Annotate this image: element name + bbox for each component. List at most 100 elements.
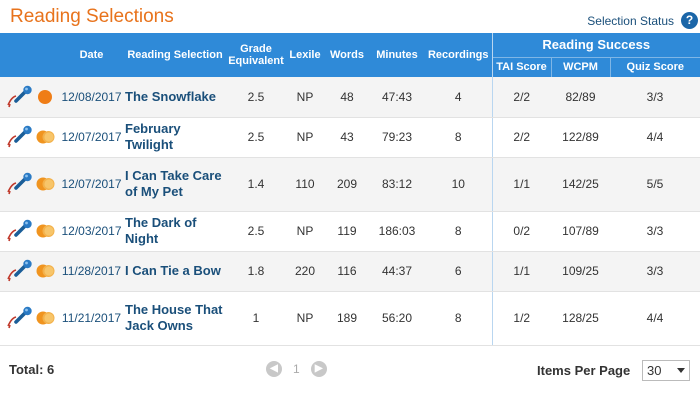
orange-moon-icon bbox=[36, 224, 55, 238]
recordings-cell: 8 bbox=[425, 211, 492, 252]
row-icons bbox=[0, 117, 60, 158]
orange-moon-icon bbox=[36, 130, 55, 144]
wcpm-cell: 107/89 bbox=[551, 211, 610, 252]
minutes-cell: 79:23 bbox=[369, 117, 425, 158]
grade-cell: 2.5 bbox=[227, 211, 285, 252]
wcpm-cell: 82/89 bbox=[551, 77, 610, 118]
selection-link[interactable]: I Can Take Care of My Pet bbox=[123, 157, 227, 212]
lexile-cell: NP bbox=[285, 291, 325, 346]
orange-dot-icon bbox=[38, 89, 52, 104]
selection-status-link[interactable]: Selection Status bbox=[587, 14, 674, 28]
microphone-icon[interactable] bbox=[6, 172, 34, 196]
orange-moon-icon bbox=[36, 311, 55, 325]
date-cell: 12/08/2017 bbox=[60, 77, 123, 118]
table-row[interactable]: 11/21/2017 The House That Jack Owns 1 NP 189… bbox=[0, 291, 700, 346]
prev-page-icon[interactable]: ◀ bbox=[266, 361, 282, 377]
wcpm-header[interactable]: WCPM bbox=[550, 56, 610, 77]
table-row[interactable]: 12/07/2017 February Twilight 2.5 NP 43 79:23 8… bbox=[0, 117, 700, 158]
lexile-header[interactable]: Lexile bbox=[285, 33, 325, 77]
selection-header[interactable]: Reading Selection bbox=[123, 33, 227, 77]
microphone-icon[interactable] bbox=[6, 219, 34, 243]
words-cell: 116 bbox=[325, 251, 369, 292]
row-icons bbox=[0, 211, 60, 252]
recordings-cell: 4 bbox=[425, 77, 492, 118]
microphone-icon[interactable] bbox=[6, 85, 34, 109]
words-cell: 189 bbox=[325, 291, 369, 346]
words-cell: 48 bbox=[325, 77, 369, 118]
grade-cell: 2.5 bbox=[227, 117, 285, 158]
microphone-icon[interactable] bbox=[6, 306, 34, 330]
selection-link[interactable]: I Can Tie a Bow bbox=[123, 251, 227, 292]
selection-link[interactable]: February Twilight bbox=[123, 117, 227, 158]
wcpm-cell: 109/25 bbox=[551, 251, 610, 292]
tai-cell: 1/1 bbox=[491, 251, 551, 292]
date-header[interactable]: Date bbox=[60, 33, 123, 77]
table-footer: Total: 6 ◀ 1 ▶ Items Per Page 30 bbox=[0, 350, 700, 390]
reading-success-header: Reading Success bbox=[491, 33, 700, 57]
orange-moon-icon bbox=[36, 264, 55, 278]
lexile-cell: 220 bbox=[285, 251, 325, 292]
help-icon[interactable]: ? bbox=[681, 12, 698, 29]
words-cell: 209 bbox=[325, 157, 369, 212]
selection-link[interactable]: The Snowflake bbox=[123, 77, 227, 118]
row-icons bbox=[0, 77, 60, 118]
quiz-cell: 3/3 bbox=[610, 77, 700, 118]
page-title: Reading Selections bbox=[10, 6, 174, 27]
date-cell: 12/07/2017 bbox=[60, 117, 123, 158]
date-cell: 12/07/2017 bbox=[60, 157, 123, 212]
lexile-cell: NP bbox=[285, 77, 325, 118]
tai-cell: 2/2 bbox=[491, 117, 551, 158]
words-cell: 119 bbox=[325, 211, 369, 252]
items-per-page-value: 30 bbox=[647, 363, 662, 378]
quiz-cell: 5/5 bbox=[610, 157, 700, 212]
quiz-cell: 4/4 bbox=[610, 117, 700, 158]
grade-cell: 2.5 bbox=[227, 77, 285, 118]
recordings-cell: 8 bbox=[425, 291, 492, 346]
minutes-header[interactable]: Minutes bbox=[369, 33, 425, 77]
grade-header[interactable]: Grade Equivalent bbox=[227, 33, 285, 77]
lexile-cell: 110 bbox=[285, 157, 325, 212]
pagination: ◀ 1 ▶ bbox=[266, 361, 327, 377]
tai-header[interactable]: TAI Score bbox=[491, 56, 551, 77]
wcpm-cell: 142/25 bbox=[551, 157, 610, 212]
words-header[interactable]: Words bbox=[325, 33, 369, 77]
wcpm-cell: 128/25 bbox=[551, 291, 610, 346]
recordings-cell: 8 bbox=[425, 117, 492, 158]
wcpm-cell: 122/89 bbox=[551, 117, 610, 158]
grade-cell: 1.4 bbox=[227, 157, 285, 212]
next-page-icon[interactable]: ▶ bbox=[310, 361, 327, 377]
row-icons bbox=[0, 251, 60, 292]
icons-header bbox=[0, 33, 60, 77]
items-per-page-select[interactable]: 30 bbox=[642, 360, 690, 381]
reading-selections-table: Date Reading Selection Grade Equivalent … bbox=[0, 33, 700, 346]
table-row[interactable]: 11/28/2017 I Can Tie a Bow 1.8 220 116 44:37 6… bbox=[0, 251, 700, 292]
quiz-header[interactable]: Quiz Score bbox=[609, 56, 700, 77]
recordings-cell: 10 bbox=[425, 157, 492, 212]
tai-cell: 2/2 bbox=[491, 77, 551, 118]
microphone-icon[interactable] bbox=[6, 259, 34, 283]
quiz-cell: 3/3 bbox=[610, 211, 700, 252]
lexile-cell: NP bbox=[285, 117, 325, 158]
grade-cell: 1.8 bbox=[227, 251, 285, 292]
minutes-cell: 44:37 bbox=[369, 251, 425, 292]
tai-cell: 1/1 bbox=[491, 157, 551, 212]
minutes-cell: 186:03 bbox=[369, 211, 425, 252]
row-icons bbox=[0, 157, 60, 212]
table-row[interactable]: 12/08/2017 The Snowflake 2.5 NP 48 47:43 4 2/2 8… bbox=[0, 77, 700, 118]
selection-link[interactable]: The House That Jack Owns bbox=[123, 291, 227, 346]
microphone-icon[interactable] bbox=[6, 125, 34, 149]
table-row[interactable]: 12/03/2017 The Dark of Night 2.5 NP 119 186:0… bbox=[0, 211, 700, 252]
date-cell: 12/03/2017 bbox=[60, 211, 123, 252]
selection-link[interactable]: The Dark of Night bbox=[123, 211, 227, 252]
lexile-cell: NP bbox=[285, 211, 325, 252]
total-count: Total: 6 bbox=[9, 362, 55, 377]
tai-cell: 1/2 bbox=[491, 291, 551, 346]
orange-moon-icon bbox=[36, 177, 55, 191]
recordings-header[interactable]: Recordings bbox=[425, 33, 492, 77]
row-icons bbox=[0, 291, 60, 346]
minutes-cell: 47:43 bbox=[369, 77, 425, 118]
grade-cell: 1 bbox=[227, 291, 285, 346]
table-row[interactable]: 12/07/2017 I Can Take Care of My Pet 1.4 11… bbox=[0, 157, 700, 212]
date-cell: 11/21/2017 bbox=[60, 291, 123, 346]
chevron-down-icon bbox=[677, 368, 685, 373]
